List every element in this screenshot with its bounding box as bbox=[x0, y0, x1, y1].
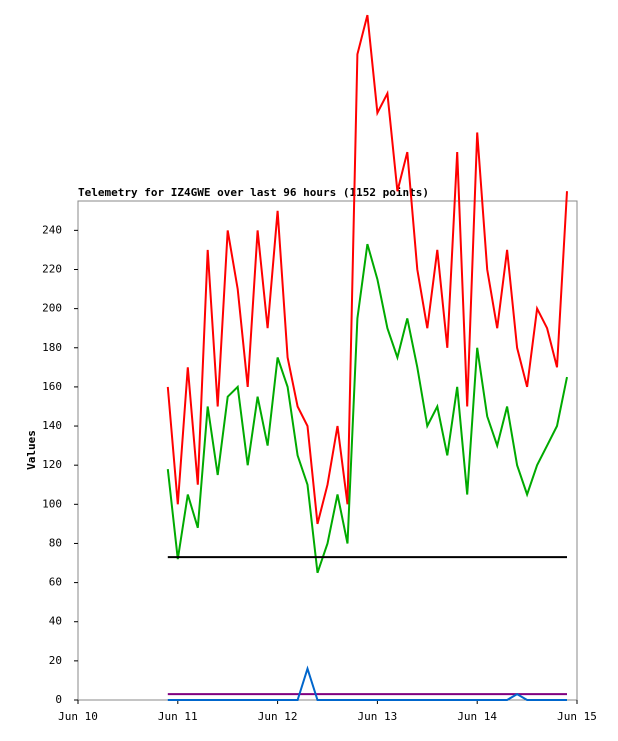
y-tick-label: 160 bbox=[42, 380, 62, 393]
series-line bbox=[166, 14, 568, 525]
y-tick-label: 240 bbox=[42, 223, 62, 236]
plot-frame bbox=[77, 200, 578, 701]
y-axis-label: Values bbox=[25, 430, 38, 470]
x-tick-label: Jun 15 bbox=[557, 710, 597, 723]
y-tick-label: 80 bbox=[49, 536, 62, 549]
x-tick-label: Jun 10 bbox=[58, 710, 98, 723]
y-tick-label: 60 bbox=[49, 576, 62, 589]
x-tick-label: Jun 12 bbox=[258, 710, 298, 723]
y-tick-label: 140 bbox=[42, 419, 62, 432]
y-tick-label: 20 bbox=[49, 654, 62, 667]
x-tick-label: Jun 13 bbox=[358, 710, 398, 723]
y-tick-label: 0 bbox=[55, 693, 62, 706]
y-tick-label: 40 bbox=[49, 615, 62, 628]
y-tick-label: 180 bbox=[42, 341, 62, 354]
x-tick-label: Jun 14 bbox=[457, 710, 497, 723]
y-tick-label: 100 bbox=[42, 497, 62, 510]
x-tick-label: Jun 11 bbox=[158, 710, 198, 723]
y-tick-label: 220 bbox=[42, 262, 62, 275]
series-line bbox=[167, 665, 567, 701]
y-tick-label: 120 bbox=[42, 458, 62, 471]
chart-title: Telemetry for IZ4GWE over last 96 hours … bbox=[78, 186, 429, 199]
y-tick-label: 200 bbox=[42, 302, 62, 315]
series-line bbox=[166, 243, 568, 574]
